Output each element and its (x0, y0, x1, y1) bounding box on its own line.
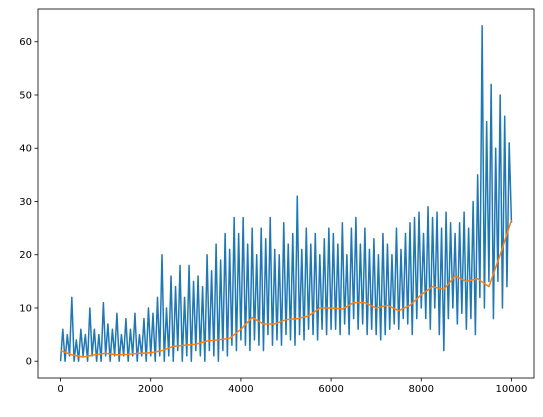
x-tick-label: 8000 (409, 384, 434, 395)
x-tick-label: 10000 (496, 384, 528, 395)
x-tick-label: 4000 (228, 384, 253, 395)
y-tick-label: 20 (19, 250, 32, 261)
y-tick-label: 0 (26, 357, 32, 368)
x-tick-label: 0 (57, 384, 63, 395)
x-tick-label: 6000 (318, 384, 343, 395)
x-tick-label: 2000 (138, 384, 163, 395)
y-tick-label: 50 (19, 90, 32, 101)
plot-frame (37, 8, 535, 379)
y-tick-label: 10 (19, 303, 32, 314)
y-tick-label: 60 (19, 37, 32, 48)
y-tick-label: 40 (19, 144, 32, 155)
y-tick-label: 30 (19, 197, 32, 208)
line-series (60, 219, 513, 358)
line-series (59, 25, 513, 362)
